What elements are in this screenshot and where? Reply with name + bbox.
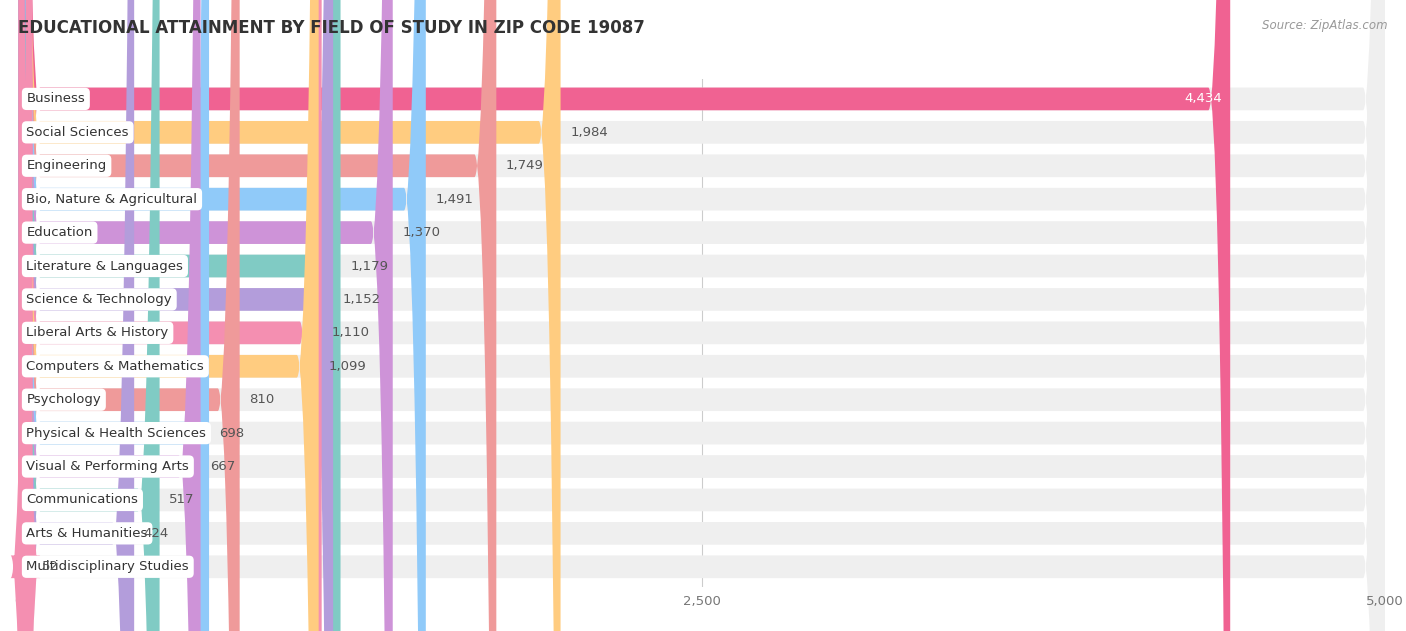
Text: 4,434: 4,434 <box>1184 92 1222 105</box>
FancyBboxPatch shape <box>18 0 1230 631</box>
FancyBboxPatch shape <box>18 0 1385 631</box>
Text: 1,179: 1,179 <box>350 259 388 273</box>
FancyBboxPatch shape <box>18 0 1385 631</box>
FancyBboxPatch shape <box>18 0 1385 631</box>
Text: 698: 698 <box>218 427 243 440</box>
FancyBboxPatch shape <box>18 0 1385 631</box>
Text: Science & Technology: Science & Technology <box>27 293 172 306</box>
FancyBboxPatch shape <box>18 0 1385 631</box>
FancyBboxPatch shape <box>18 0 1385 631</box>
Text: Communications: Communications <box>27 493 138 507</box>
Text: 1,099: 1,099 <box>328 360 366 373</box>
FancyBboxPatch shape <box>18 0 134 631</box>
Text: Liberal Arts & History: Liberal Arts & History <box>27 326 169 339</box>
FancyBboxPatch shape <box>18 0 1385 631</box>
FancyBboxPatch shape <box>18 0 1385 631</box>
Text: 1,110: 1,110 <box>332 326 370 339</box>
FancyBboxPatch shape <box>18 0 319 631</box>
FancyBboxPatch shape <box>18 0 209 631</box>
FancyBboxPatch shape <box>18 0 1385 631</box>
FancyBboxPatch shape <box>18 0 496 631</box>
Text: Visual & Performing Arts: Visual & Performing Arts <box>27 460 190 473</box>
Text: 667: 667 <box>209 460 235 473</box>
Text: 424: 424 <box>143 527 169 540</box>
Text: Bio, Nature & Agricultural: Bio, Nature & Agricultural <box>27 192 197 206</box>
FancyBboxPatch shape <box>18 0 392 631</box>
Text: 1,370: 1,370 <box>402 226 440 239</box>
Text: Psychology: Psychology <box>27 393 101 406</box>
Text: 52: 52 <box>42 560 59 574</box>
Text: Business: Business <box>27 92 86 105</box>
FancyBboxPatch shape <box>18 0 322 631</box>
FancyBboxPatch shape <box>18 0 160 631</box>
FancyBboxPatch shape <box>18 0 340 631</box>
Text: 1,984: 1,984 <box>569 126 607 139</box>
Text: Education: Education <box>27 226 93 239</box>
Text: 517: 517 <box>169 493 194 507</box>
FancyBboxPatch shape <box>18 0 1385 631</box>
Text: Arts & Humanities: Arts & Humanities <box>27 527 148 540</box>
Text: Source: ZipAtlas.com: Source: ZipAtlas.com <box>1263 19 1388 32</box>
Text: 810: 810 <box>249 393 274 406</box>
Text: EDUCATIONAL ATTAINMENT BY FIELD OF STUDY IN ZIP CODE 19087: EDUCATIONAL ATTAINMENT BY FIELD OF STUDY… <box>18 19 645 37</box>
FancyBboxPatch shape <box>18 0 333 631</box>
Text: Engineering: Engineering <box>27 159 107 172</box>
FancyBboxPatch shape <box>11 0 41 631</box>
Text: Social Sciences: Social Sciences <box>27 126 129 139</box>
Text: Physical & Health Sciences: Physical & Health Sciences <box>27 427 207 440</box>
FancyBboxPatch shape <box>18 0 1385 631</box>
Text: Computers & Mathematics: Computers & Mathematics <box>27 360 204 373</box>
FancyBboxPatch shape <box>18 0 1385 631</box>
Text: 1,152: 1,152 <box>343 293 381 306</box>
Text: Literature & Languages: Literature & Languages <box>27 259 183 273</box>
Text: Multidisciplinary Studies: Multidisciplinary Studies <box>27 560 188 574</box>
FancyBboxPatch shape <box>18 0 1385 631</box>
FancyBboxPatch shape <box>18 0 1385 631</box>
Text: 1,491: 1,491 <box>436 192 474 206</box>
FancyBboxPatch shape <box>18 0 1385 631</box>
FancyBboxPatch shape <box>18 0 561 631</box>
FancyBboxPatch shape <box>18 0 201 631</box>
FancyBboxPatch shape <box>18 0 239 631</box>
FancyBboxPatch shape <box>18 0 426 631</box>
Text: 1,749: 1,749 <box>506 159 544 172</box>
